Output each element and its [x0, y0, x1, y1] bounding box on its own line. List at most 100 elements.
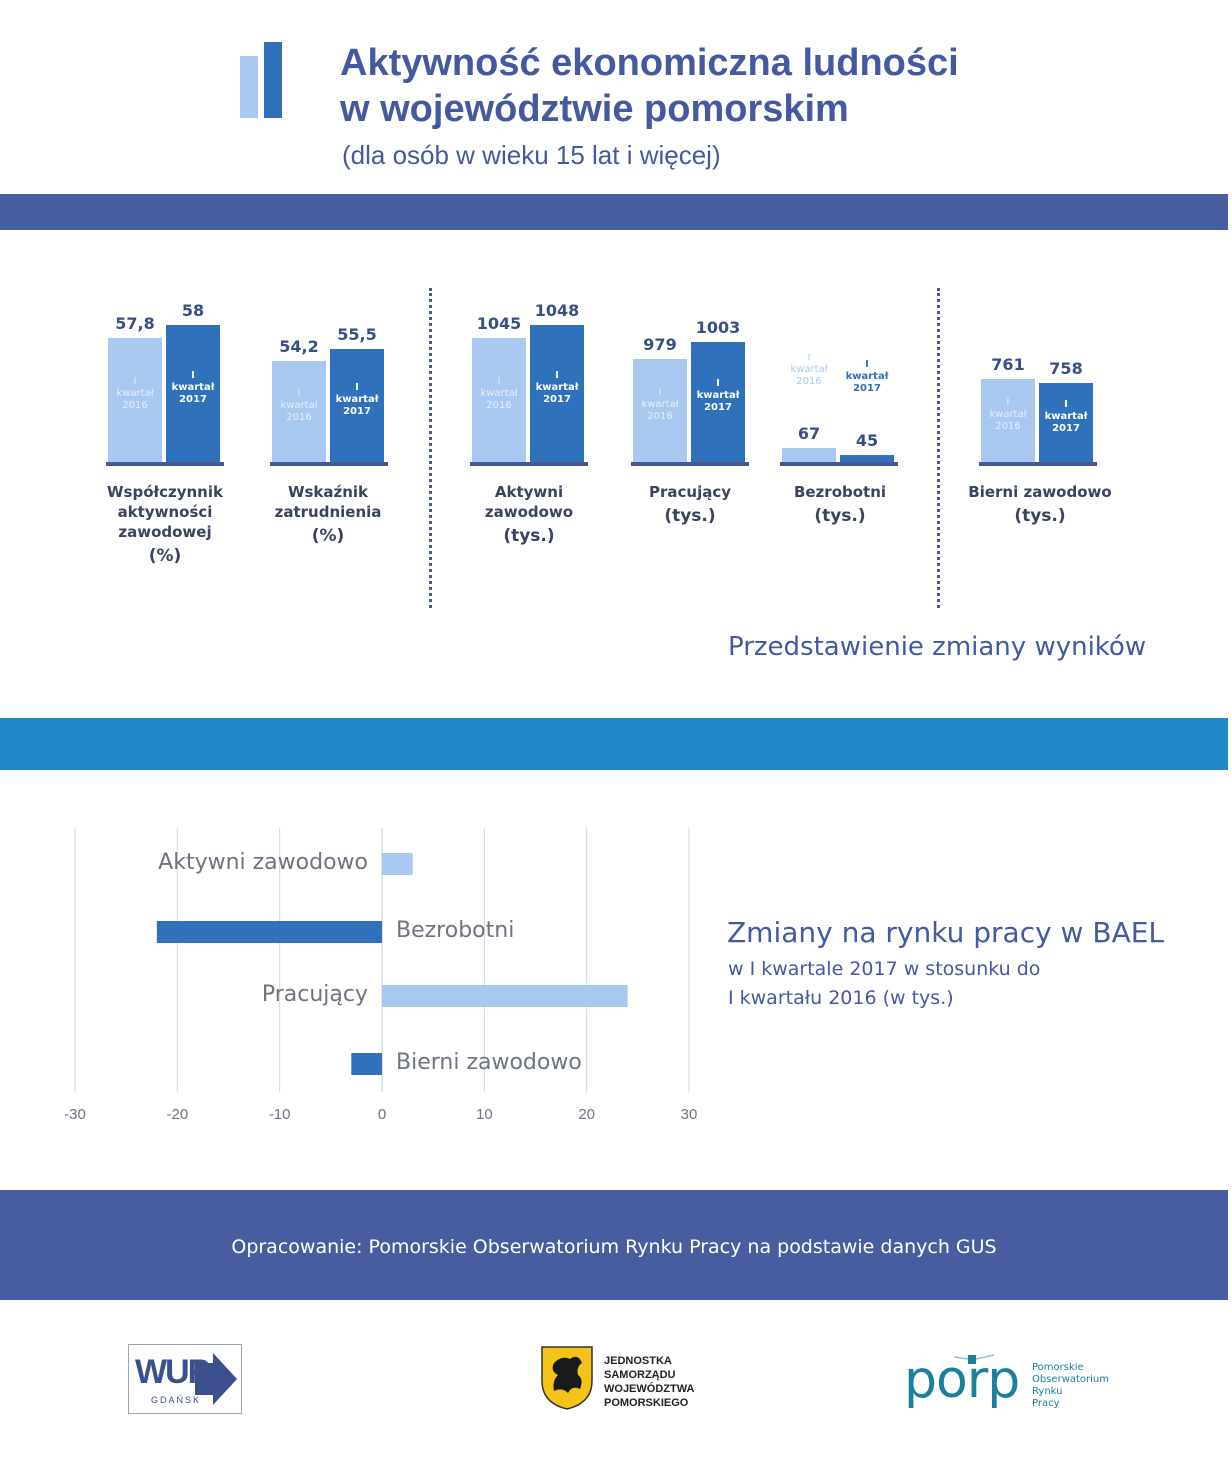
metric-name: Współczynnik aktywności zawodowej (%): [80, 482, 250, 566]
header-logo-bar-dark: [264, 42, 282, 118]
bar-baseline: [631, 462, 749, 466]
bar-value-label: 67: [797, 424, 821, 443]
bar-bezrobotni: [156, 921, 382, 943]
metric-name: Pracujący (tys.): [605, 482, 775, 526]
page-subtitle: (dla osób w wieku 15 lat i więcej): [342, 140, 721, 170]
bar-baseline: [270, 462, 388, 466]
metric-unit: (%): [148, 546, 182, 566]
bar-baseline: [106, 462, 224, 466]
bar-bierni-zawodowo: [351, 1053, 382, 1075]
metric-name: Bierni zawodowo (tys.): [955, 482, 1125, 526]
wup-logo: WUP GDAŃSK: [128, 1344, 242, 1414]
porp-line: Obserwatorium: [1032, 1374, 1110, 1385]
porp-logo: porp: [904, 1350, 1020, 1410]
x-tick-label: 10: [475, 1106, 493, 1123]
bar-light: [782, 448, 836, 462]
metric-unit: (tys.): [1014, 506, 1066, 526]
bar-dark: [840, 455, 894, 462]
bar-value-label: 54,2: [279, 337, 319, 356]
bar-value-label: 58: [181, 301, 205, 320]
middle-blue-band: [0, 718, 1228, 770]
x-tick-label: -30: [64, 1106, 86, 1123]
header-logo-bar-light: [240, 56, 258, 118]
category-label: Pracujący: [261, 982, 368, 1007]
porp-line: Pomorskie: [1032, 1362, 1084, 1373]
porp-logo-text: Pomorskie Obserwatorium Rynku Pracy: [1032, 1362, 1109, 1410]
bar-value-label: 758: [1049, 359, 1083, 378]
info-title: Zmiany na rynku pracy w BAEL: [727, 916, 1165, 949]
info-line-2: I kwartału 2016 (w tys.): [728, 987, 954, 1009]
bar-aktywni-zawodowo: [382, 853, 413, 875]
metric-name: Aktywni zawodowo (tys.): [444, 482, 614, 546]
change-chart: [74, 828, 690, 1092]
jst-line: JEDNOSTKA: [604, 1355, 672, 1367]
coat-of-arms-icon: [541, 1346, 593, 1410]
category-label: Bezrobotni: [396, 918, 515, 943]
bar-value-label: 1003: [695, 318, 741, 337]
divider-right: [937, 288, 940, 608]
porp-line: Pracy: [1032, 1398, 1060, 1409]
bar-baseline: [780, 462, 898, 466]
metric-unit: (tys.): [814, 506, 866, 526]
category-label: Aktywni zawodowo: [158, 850, 368, 875]
jst-line: POMORSKIEGO: [604, 1397, 689, 1409]
x-tick-label: 30: [680, 1106, 698, 1123]
jst-line: WOJEWÓDZTWA: [604, 1383, 695, 1395]
info-line-1: w I kwartale 2017 w stosunku do: [728, 958, 1041, 980]
x-tick-label: 20: [578, 1106, 595, 1123]
bar-value-label: 45: [855, 431, 879, 450]
section-title: Przedstawienie zmiany wyników: [728, 632, 1147, 662]
divider-left: [429, 288, 432, 608]
bar-baseline: [979, 462, 1097, 466]
arrow-icon: [195, 1353, 237, 1405]
title-line-2: w województwie pomorskim: [340, 88, 849, 130]
x-tick-label: -10: [268, 1106, 291, 1123]
page-title: Aktywność ekonomiczna ludności w wojewód…: [340, 40, 959, 132]
footer-band: [0, 1190, 1228, 1300]
bar-value-label: 55,5: [337, 325, 377, 344]
wup-logo-subtext: GDAŃSK: [151, 1395, 202, 1405]
porp-line: Rynku: [1032, 1386, 1063, 1397]
bar-value-label: 1045: [476, 314, 522, 333]
bar-baseline: [470, 462, 588, 466]
jst-line: SAMORZĄDU: [604, 1369, 676, 1381]
metric-unit: (tys.): [503, 526, 555, 546]
title-line-1: Aktywność ekonomiczna ludności: [340, 42, 959, 84]
lighthouse-icon: [954, 1354, 994, 1364]
bar-value-label: 979: [643, 335, 677, 354]
bar-value-label: 1048: [534, 301, 580, 320]
x-tick-label: -20: [166, 1106, 189, 1123]
metric-name: Wskaźnik zatrudnienia (%): [243, 482, 413, 546]
bar-pracujący: [382, 985, 628, 1007]
x-tick-label: 0: [377, 1106, 387, 1123]
footer-source-text: Opracowanie: Pomorskie Obserwatorium Ryn…: [231, 1236, 997, 1258]
metric-unit: (%): [311, 526, 345, 546]
category-label: Bierni zawodowo: [396, 1050, 582, 1075]
bar-value-label: 761: [991, 355, 1025, 374]
jst-logo-text: JEDNOSTKA SAMORZĄDU WOJEWÓDZTWA POMORSKI…: [604, 1354, 694, 1410]
bar-value-label: 57,8: [115, 314, 155, 333]
metric-name: Bezrobotni (tys.): [755, 482, 925, 526]
